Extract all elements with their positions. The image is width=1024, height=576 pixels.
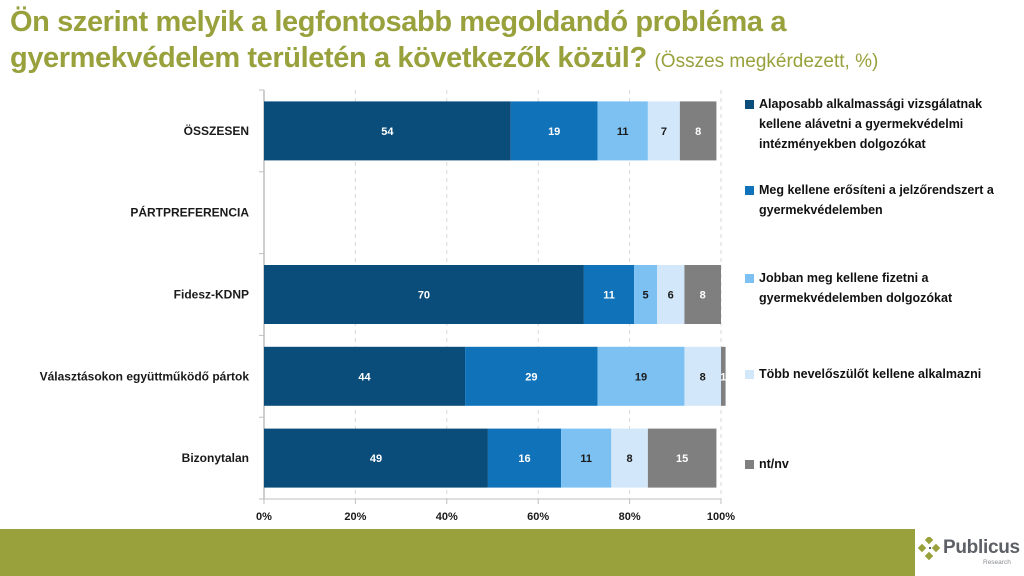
legend-swatch bbox=[745, 370, 754, 379]
legend-item: nt/nv bbox=[745, 456, 1020, 474]
legend-label: nt/nv bbox=[759, 457, 789, 471]
category-label: Fidesz-KDNP bbox=[174, 288, 249, 302]
legend-swatch bbox=[745, 274, 754, 283]
data-label: 8 bbox=[700, 371, 706, 383]
category-label: Választásokon együttműködő pártok bbox=[40, 369, 250, 383]
data-label: 16 bbox=[518, 453, 530, 465]
data-label: 8 bbox=[700, 290, 706, 302]
category-label: PÁRTPREFERENCIA bbox=[130, 205, 249, 220]
bar-segment bbox=[647, 101, 680, 161]
data-label: 1 bbox=[720, 371, 726, 383]
data-label: 44 bbox=[358, 371, 371, 383]
bar-segment bbox=[597, 346, 685, 406]
bar-segment bbox=[679, 101, 717, 161]
category-label: Bizonytalan bbox=[182, 451, 249, 465]
data-label: 7 bbox=[661, 126, 667, 138]
data-label: 5 bbox=[643, 290, 649, 302]
legend-swatch bbox=[745, 186, 754, 195]
legend-label: Jobban meg kellene fizetni a gyermekvéde… bbox=[759, 271, 953, 305]
data-label: 19 bbox=[635, 371, 647, 383]
data-label: 11 bbox=[603, 290, 615, 302]
category-label: ÖSSZESEN bbox=[184, 123, 249, 138]
x-tick-label: 60% bbox=[527, 511, 549, 523]
bar-segment bbox=[264, 265, 584, 324]
legend-item: Alaposabb alkalmassági vizsgálatnak kell… bbox=[745, 96, 1020, 154]
chart-title-main: Ön szerint melyik a legfontosabb megolda… bbox=[10, 6, 787, 74]
legend-item: Meg kellene erősíteni a jelzőrendszert a… bbox=[745, 182, 1020, 220]
data-label: 6 bbox=[668, 290, 674, 302]
bar-segment bbox=[684, 346, 721, 406]
legend-label: Alaposabb alkalmassági vizsgálatnak kell… bbox=[759, 97, 983, 151]
legend-label: Meg kellene erősíteni a jelzőrendszert a… bbox=[759, 183, 994, 217]
bar-segment bbox=[264, 346, 466, 406]
bar-segment bbox=[657, 265, 685, 324]
bar-segment bbox=[611, 428, 648, 488]
data-label: 15 bbox=[676, 453, 688, 465]
data-label: 29 bbox=[525, 371, 537, 383]
data-label: 11 bbox=[580, 453, 592, 465]
bar-segment bbox=[465, 346, 598, 406]
x-tick-label: 0% bbox=[256, 511, 272, 523]
bar-segment bbox=[264, 428, 488, 488]
data-label: 70 bbox=[418, 290, 430, 302]
x-tick-label: 40% bbox=[436, 511, 458, 523]
bar-segment bbox=[634, 265, 658, 324]
bar-segment bbox=[510, 101, 598, 161]
legend-item: Több nevelőszülőt kellene alkalmazni bbox=[745, 366, 1020, 384]
chart-title: Ön szerint melyik a legfontosabb megolda… bbox=[10, 4, 970, 80]
data-label: 19 bbox=[548, 126, 560, 138]
bar-segment bbox=[721, 346, 726, 406]
bar-segment bbox=[647, 428, 717, 488]
data-label: 11 bbox=[617, 126, 629, 138]
bar-segment bbox=[487, 428, 562, 488]
data-label: 8 bbox=[695, 126, 701, 138]
x-tick-label: 80% bbox=[619, 511, 641, 523]
x-tick-label: 20% bbox=[344, 511, 366, 523]
logo-name: Publicus bbox=[943, 537, 1020, 558]
legend-item: Jobban meg kellene fizetni a gyermekvéde… bbox=[745, 270, 1020, 308]
footer-bar bbox=[0, 529, 915, 576]
bar-segment bbox=[583, 265, 635, 324]
data-label: 49 bbox=[370, 453, 382, 465]
logo-mark-icon bbox=[917, 537, 941, 561]
legend-label: Több nevelőszülőt kellene alkalmazni bbox=[759, 367, 982, 381]
x-tick-label: 100% bbox=[707, 511, 735, 523]
bar-segment bbox=[264, 101, 511, 161]
logo-sub: Research bbox=[983, 559, 1011, 566]
legend-swatch bbox=[745, 460, 754, 469]
bar-segment bbox=[597, 101, 648, 161]
bar-segment bbox=[684, 265, 721, 324]
bar-segment bbox=[561, 428, 612, 488]
data-label: 8 bbox=[627, 453, 633, 465]
data-label: 54 bbox=[381, 126, 394, 138]
legend-swatch bbox=[745, 100, 754, 109]
publicus-logo: Publicus Research bbox=[917, 535, 1024, 576]
chart-subtitle: (Összes megkérdezett, %) bbox=[654, 51, 879, 72]
